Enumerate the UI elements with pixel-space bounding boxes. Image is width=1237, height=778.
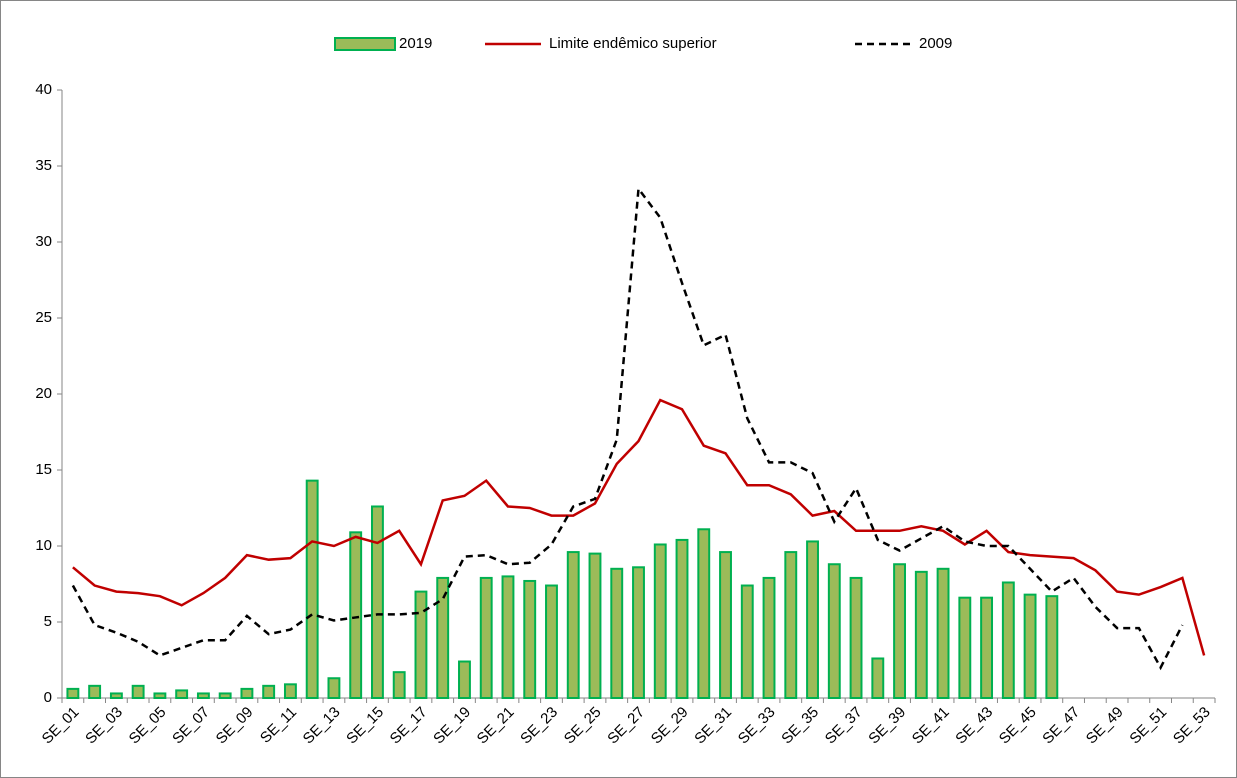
bar [980, 596, 994, 699]
bar [262, 684, 276, 700]
y-tick-label: 40 [35, 81, 52, 98]
bar [131, 684, 145, 700]
y-tick-label: 15 [35, 461, 52, 478]
y-tick-label: 5 [44, 613, 52, 630]
legend-swatch [334, 37, 396, 51]
bar [305, 479, 319, 700]
bar [893, 563, 906, 699]
bar [784, 551, 798, 700]
bar [240, 687, 254, 700]
bar [109, 692, 123, 700]
bar [936, 567, 950, 699]
bar [88, 684, 102, 700]
y-tick-label: 30 [35, 233, 52, 250]
bar [175, 689, 189, 700]
bar [871, 657, 885, 699]
bar [610, 567, 624, 699]
bar [740, 584, 754, 700]
bar [392, 671, 406, 699]
bar [501, 575, 515, 700]
bar [66, 687, 80, 700]
bar [675, 538, 689, 699]
bar [349, 531, 363, 699]
bar [479, 576, 493, 699]
bar [196, 692, 210, 700]
bar [914, 570, 928, 700]
legend-label: Limite endêmico superior [549, 35, 717, 52]
bar [958, 596, 972, 699]
bar [327, 677, 341, 699]
y-tick-label: 10 [35, 537, 52, 554]
bar [153, 692, 167, 700]
bar [1045, 595, 1059, 699]
bar [806, 540, 819, 699]
bar [588, 552, 602, 699]
bar [414, 590, 428, 699]
bar [719, 551, 732, 700]
legend-label: 2019 [399, 35, 432, 52]
bar [653, 543, 667, 699]
bar [371, 505, 384, 700]
bar [545, 584, 558, 700]
bar [283, 683, 297, 700]
y-tick-label: 25 [35, 309, 52, 326]
bar [849, 576, 863, 699]
bar [1001, 581, 1015, 699]
y-tick-label: 35 [35, 157, 52, 174]
y-tick-label: 0 [44, 689, 52, 706]
bar [762, 576, 776, 699]
bar [218, 692, 232, 700]
bar [1023, 593, 1037, 700]
y-tick-label: 20 [35, 385, 52, 402]
bar [436, 576, 450, 699]
line [71, 185, 1184, 671]
bar [458, 660, 471, 700]
bar [632, 566, 645, 700]
legend-label: 2009 [919, 35, 952, 52]
bar [827, 563, 841, 699]
bar [523, 579, 537, 700]
bar [697, 528, 711, 700]
bar [566, 551, 580, 700]
